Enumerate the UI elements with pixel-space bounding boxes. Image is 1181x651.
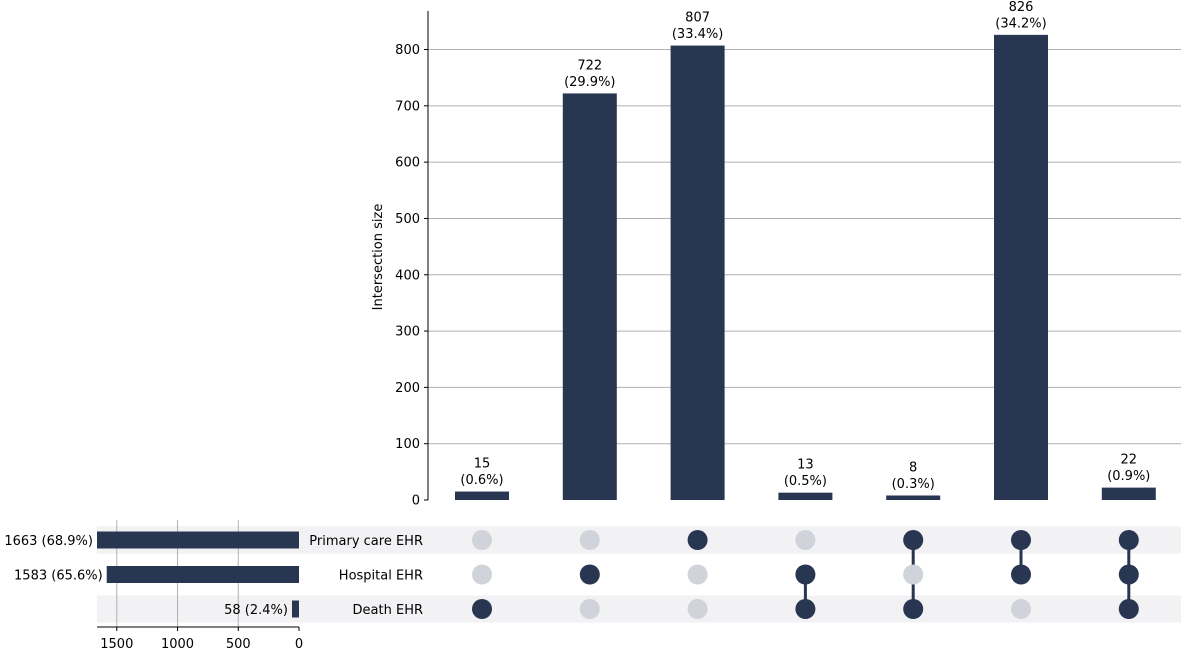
bar-count-label: 722	[577, 58, 602, 73]
intersection-bar	[562, 93, 617, 500]
bar-percent-label: (34.2%)	[995, 16, 1046, 31]
matrix-dot-active	[903, 599, 924, 619]
matrix-dot-active	[795, 599, 816, 619]
intersection-bar	[670, 45, 725, 500]
intersection-bar	[1101, 487, 1156, 500]
matrix-dot-inactive	[579, 599, 600, 619]
matrix-dot-active	[1118, 599, 1139, 619]
matrix-dot-active	[903, 530, 924, 550]
set-size-tick-label: 1000	[161, 637, 194, 651]
bar-count-label: 807	[685, 11, 710, 26]
intersection-bar	[455, 491, 509, 500]
bar-count-label: 826	[1009, 0, 1034, 15]
y-gridlines	[428, 49, 1181, 445]
matrix-dot-inactive	[903, 564, 924, 585]
set-size-label: 58 (2.4%)	[224, 603, 288, 618]
set-size-tick-label: 0	[295, 637, 303, 651]
y-tick-label: 200	[395, 381, 420, 396]
matrix-dot-active	[795, 564, 816, 585]
matrix-dot-active	[579, 564, 600, 585]
intersection-bar-labels: 15(0.6%) 722 (29.9%) 807(33.4%) 13(0.5%) 8 (0.…	[460, 0, 1150, 492]
y-tick-label: 600	[395, 156, 420, 171]
bar-percent-label: (29.9%)	[564, 75, 615, 90]
y-tick-label: 700	[395, 99, 420, 114]
bar-count-label: 8	[909, 460, 917, 475]
matrix-dot-inactive	[795, 530, 816, 550]
set-size-axis: 1500 1000 500 0	[97, 626, 303, 651]
matrix-row-stripe	[97, 595, 1181, 623]
bar-percent-label: (0.6%)	[460, 473, 503, 488]
set-size-labels: 1663 (68.9%) 1583 (65.6%) 58 (2.4%)	[4, 534, 288, 618]
set-size-tick-label: 500	[226, 637, 251, 651]
set-name-label: Death EHR	[353, 603, 423, 618]
matrix-dot-active	[1118, 530, 1139, 550]
bar-count-label: 22	[1121, 453, 1138, 468]
y-tick-label: 300	[395, 325, 420, 340]
matrix-dot-active	[472, 599, 492, 619]
intersection-bar	[994, 34, 1048, 500]
set-size-bar	[291, 600, 299, 618]
matrix-dot-inactive	[687, 564, 708, 585]
y-axis: 0 100 200 300 400 500 600 700 800	[395, 11, 429, 509]
matrix-dot-active	[1011, 564, 1031, 585]
matrix-dot-inactive	[472, 530, 492, 550]
matrix-dot-inactive	[579, 530, 600, 550]
matrix-stripes	[97, 526, 1181, 623]
y-tick-label: 800	[395, 43, 420, 58]
matrix-dot-active	[687, 530, 708, 550]
matrix-dot-active	[1011, 530, 1031, 550]
matrix-dot-inactive	[472, 564, 492, 585]
set-size-bar	[97, 531, 299, 549]
y-tick-label: 500	[395, 212, 420, 227]
bar-percent-label: (0.9%)	[1107, 469, 1150, 484]
y-tick-label: 0	[412, 494, 420, 509]
set-size-bars	[97, 531, 299, 618]
y-axis-label: Intersection size	[371, 204, 386, 311]
bar-percent-label: (33.4%)	[672, 27, 723, 42]
set-name-label: Hospital EHR	[339, 569, 423, 584]
y-tick-label: 100	[395, 437, 420, 452]
y-tick-label: 400	[395, 268, 420, 283]
set-size-label: 1583 (65.6%)	[14, 569, 103, 584]
matrix-dot-inactive	[687, 599, 708, 619]
set-names: Primary care EHR Hospital EHR Death EHR	[309, 534, 423, 618]
bar-percent-label: (0.3%)	[892, 477, 935, 492]
set-size-bar	[106, 566, 299, 583]
intersection-bar	[886, 495, 941, 500]
matrix-dot-inactive	[1011, 599, 1031, 619]
set-size-tick-label: 1500	[100, 637, 133, 651]
bar-count-label: 15	[474, 457, 491, 472]
membership-matrix	[472, 530, 1139, 619]
set-size-label: 1663 (68.9%)	[4, 534, 93, 549]
intersection-bar	[778, 492, 833, 500]
bar-percent-label: (0.5%)	[784, 474, 827, 489]
set-name-label: Primary care EHR	[309, 534, 423, 549]
intersection-bars	[455, 34, 1156, 500]
matrix-dot-active	[1118, 564, 1139, 585]
bar-count-label: 13	[797, 458, 814, 473]
